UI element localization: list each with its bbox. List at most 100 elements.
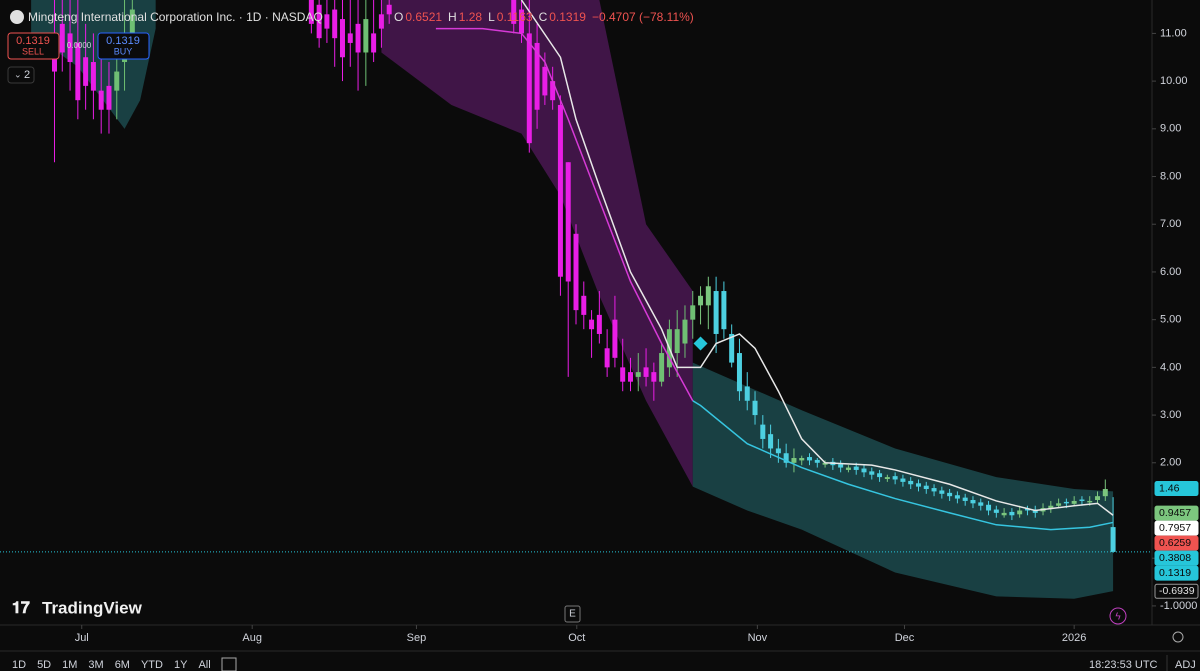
candle-body bbox=[1110, 527, 1116, 552]
candle-body bbox=[557, 104, 563, 277]
candle-body bbox=[659, 353, 665, 382]
candle-body bbox=[651, 372, 657, 382]
band bbox=[381, 0, 693, 487]
moving-average bbox=[435, 27, 694, 402]
candle-body bbox=[931, 488, 937, 492]
moving-average bbox=[520, 0, 1114, 516]
candle-body bbox=[760, 424, 766, 439]
y-tick-label: 11.00 bbox=[1160, 27, 1187, 39]
candle-body bbox=[1063, 501, 1069, 504]
price-tag-label: -0.6939 bbox=[1159, 585, 1195, 597]
candle-body bbox=[98, 90, 104, 110]
range-button[interactable]: 5D bbox=[37, 659, 51, 671]
candle-body bbox=[986, 504, 992, 511]
candle-body bbox=[332, 9, 338, 39]
calendar-icon[interactable] bbox=[221, 657, 237, 671]
candle-body bbox=[923, 485, 929, 490]
chevron: ⌄ bbox=[14, 69, 22, 79]
candle-body bbox=[768, 434, 774, 449]
sell-label: SELL bbox=[22, 46, 44, 56]
candle-body bbox=[822, 462, 828, 465]
candle-body bbox=[962, 497, 968, 501]
price-tag bbox=[1154, 550, 1199, 566]
y-tick-label: 10.00 bbox=[1160, 75, 1188, 87]
buy-label: BUY bbox=[114, 46, 133, 56]
candle-body bbox=[386, 4, 392, 15]
candle-body bbox=[511, 0, 517, 24]
range-button[interactable]: 3M bbox=[88, 659, 103, 671]
candle-body bbox=[596, 314, 602, 334]
range-button[interactable]: 1Y bbox=[174, 659, 188, 671]
clock: 18:23:53 UTC bbox=[1089, 659, 1158, 671]
buy-button[interactable] bbox=[97, 32, 150, 60]
candle-body bbox=[519, 9, 525, 34]
settings-icon[interactable] bbox=[1172, 631, 1184, 643]
adj-toggle[interactable]: ADJ bbox=[1175, 659, 1196, 671]
candle-body bbox=[581, 295, 587, 315]
lightning-glyph: ϟ bbox=[1115, 612, 1121, 623]
candle-body bbox=[939, 490, 945, 494]
candle-body bbox=[838, 464, 844, 468]
range-button[interactable]: 1M bbox=[62, 659, 77, 671]
candle-body bbox=[861, 468, 867, 473]
candle-body bbox=[674, 329, 680, 354]
candle-body bbox=[954, 495, 960, 499]
price-tag-label: 0.3808 bbox=[1159, 552, 1191, 564]
y-tick-label: 8.00 bbox=[1160, 170, 1181, 182]
price-tag-label: 0.7957 bbox=[1159, 522, 1191, 534]
candle-body bbox=[690, 305, 696, 320]
candle-body bbox=[339, 19, 345, 58]
ohlc-key: C bbox=[539, 10, 548, 24]
price-tag bbox=[1154, 535, 1199, 551]
candle-body bbox=[705, 286, 711, 306]
time-axis: Jul Aug Sep Oct Nov Dec 2026 bbox=[75, 625, 1086, 644]
candle-body bbox=[604, 348, 610, 368]
event-marker[interactable] bbox=[564, 605, 581, 623]
y-tick-label: 3.00 bbox=[1160, 409, 1181, 421]
candle-body bbox=[550, 81, 556, 101]
candle-body bbox=[347, 33, 353, 43]
candle-body bbox=[355, 23, 361, 53]
candle-body bbox=[612, 319, 618, 358]
candle-body bbox=[845, 467, 851, 470]
candle-body bbox=[682, 319, 688, 344]
x-tick-label: Sep bbox=[407, 632, 427, 644]
candle-body bbox=[1048, 505, 1054, 509]
price-tag bbox=[1154, 520, 1199, 536]
symbol-title[interactable]: Mingteng International Corporation Inc. … bbox=[28, 10, 323, 24]
x-tick-label: Oct bbox=[568, 632, 585, 644]
candle-body bbox=[83, 57, 89, 86]
y-tick-label: 9.00 bbox=[1160, 123, 1181, 135]
candle-body bbox=[698, 295, 704, 306]
candle-body bbox=[752, 400, 758, 416]
candle-body bbox=[721, 291, 727, 330]
ohlc: O 0.6521 H 1.28 L 0.1163 C 0.1319 −0.4707 (−78.1… bbox=[394, 10, 694, 24]
sell-button[interactable] bbox=[7, 32, 60, 60]
candle-body bbox=[51, 52, 57, 72]
candle-body bbox=[371, 33, 377, 53]
candle-body bbox=[1102, 489, 1108, 497]
candle-body bbox=[978, 502, 984, 506]
candle-body bbox=[378, 14, 384, 29]
range-button[interactable]: YTD bbox=[141, 659, 163, 671]
candle-body bbox=[324, 14, 330, 29]
ohlc-key: O bbox=[394, 10, 403, 24]
candle-body bbox=[783, 453, 789, 463]
range-button[interactable]: 6M bbox=[115, 659, 130, 671]
price-tag-label: 0.1319 bbox=[1159, 567, 1191, 579]
candle-body bbox=[744, 386, 750, 401]
lightning-icon[interactable] bbox=[1109, 607, 1127, 625]
candle-body bbox=[75, 42, 81, 101]
price-tag-label: 0.6259 bbox=[1159, 537, 1191, 549]
candle-body bbox=[915, 483, 921, 487]
x-tick-label: Nov bbox=[748, 632, 768, 644]
ohlc-value: 0.1319 bbox=[549, 10, 586, 24]
indicators-toggle[interactable] bbox=[7, 66, 35, 84]
candle-body bbox=[970, 500, 976, 504]
logo-mark: 𝟏𝟕 bbox=[12, 600, 30, 617]
candle-body bbox=[1001, 512, 1007, 516]
range-button[interactable]: 1D bbox=[12, 659, 26, 671]
range-button[interactable]: All bbox=[198, 659, 210, 671]
